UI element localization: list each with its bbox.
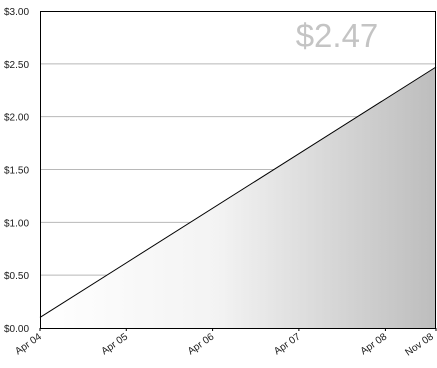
- area-fill: [40, 67, 436, 329]
- plot-frame: [40, 11, 436, 329]
- y-tick-label: $2.00: [4, 113, 29, 124]
- y-tick-label: $1.50: [4, 166, 29, 177]
- x-tick-label: Apr 07: [272, 331, 303, 357]
- x-tick-label: Apr 08: [359, 331, 390, 357]
- y-axis-ticks: $0.00 $0.50 $1.00 $1.50 $2.00 $2.50 $3.00: [4, 7, 29, 335]
- x-tick-label: Apr 05: [100, 331, 131, 357]
- y-tick-label: $1.00: [4, 218, 29, 229]
- x-tick-label: Apr 06: [186, 331, 217, 357]
- y-tick-label: $0.50: [4, 271, 29, 282]
- x-tick-label: Apr 04: [13, 331, 44, 357]
- current-value-label: $2.47: [296, 17, 379, 54]
- y-tick-label: $3.00: [4, 7, 29, 18]
- x-axis-ticks: Apr 04 Apr 05 Apr 06 Apr 07 Apr 08 Nov 08: [13, 328, 437, 359]
- y-tick-label: $2.50: [4, 60, 29, 71]
- y-tick-label: $0.00: [4, 324, 29, 335]
- series-line: [39, 66, 437, 318]
- x-tick-label: Nov 08: [403, 331, 436, 358]
